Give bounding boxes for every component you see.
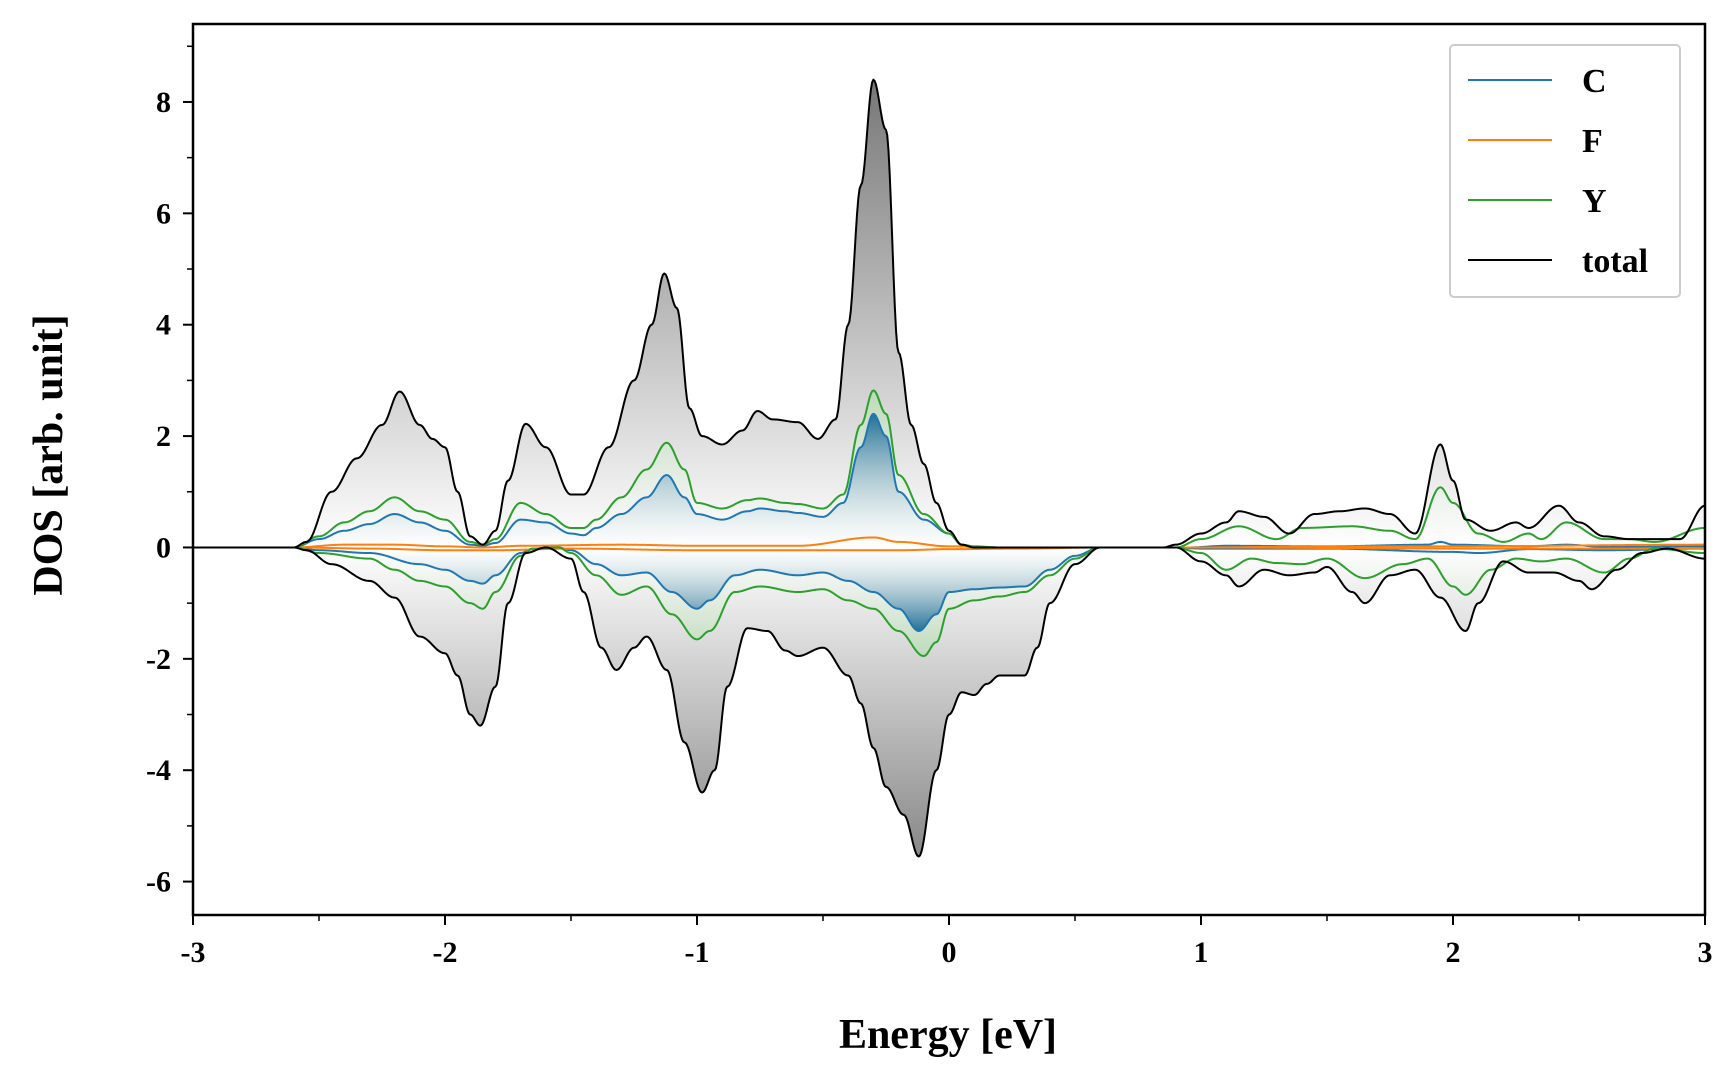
y-tick-label: 8	[156, 86, 171, 119]
legend-frame	[1449, 44, 1681, 298]
axis-ticks: -3 -2 -1 0 1 2 3 -6 -4 -2 0 2 4 6 8	[146, 45, 1713, 969]
x-tick-label: 2	[1446, 936, 1461, 969]
y-tick-label: 0	[156, 531, 171, 564]
line-total-down	[193, 546, 1706, 858]
y-tick-label: -2	[146, 643, 171, 676]
x-tick-label: -2	[433, 936, 458, 969]
legend-label-c: C	[1582, 63, 1607, 100]
y-tick-label: -6	[146, 866, 171, 899]
area-c-down	[193, 547, 1705, 631]
x-tick-label: -1	[685, 936, 710, 969]
line-y-down	[193, 546, 1706, 658]
y-tick-label: -4	[146, 754, 171, 787]
area-total-up	[193, 79, 1705, 548]
line-c-down	[193, 546, 1705, 632]
x-tick-label: -3	[181, 936, 206, 969]
x-tick-label: 0	[942, 936, 957, 969]
x-tick-label: 3	[1698, 936, 1713, 969]
y-tick-label: 2	[156, 420, 171, 453]
legend-label-f: F	[1582, 123, 1603, 160]
legend-label-total: total	[1582, 243, 1648, 280]
line-f-up	[193, 536, 1705, 549]
dos-series-lines	[193, 78, 1706, 858]
y-axis-title: DOS [arb. unit]	[26, 314, 72, 595]
area-total-down	[193, 547, 1705, 857]
x-tick-label: 1	[1194, 936, 1209, 969]
legend-label-y: Y	[1582, 183, 1607, 220]
y-tick-label: 4	[156, 309, 171, 342]
line-total-up	[193, 78, 1706, 549]
line-y-up	[193, 389, 1706, 549]
x-axis-title: Energy [eV]	[839, 1012, 1057, 1058]
line-f-down	[193, 546, 1705, 552]
y-tick-label: 6	[156, 197, 171, 230]
area-c-up	[193, 413, 1705, 548]
area-y-down	[193, 547, 1705, 657]
